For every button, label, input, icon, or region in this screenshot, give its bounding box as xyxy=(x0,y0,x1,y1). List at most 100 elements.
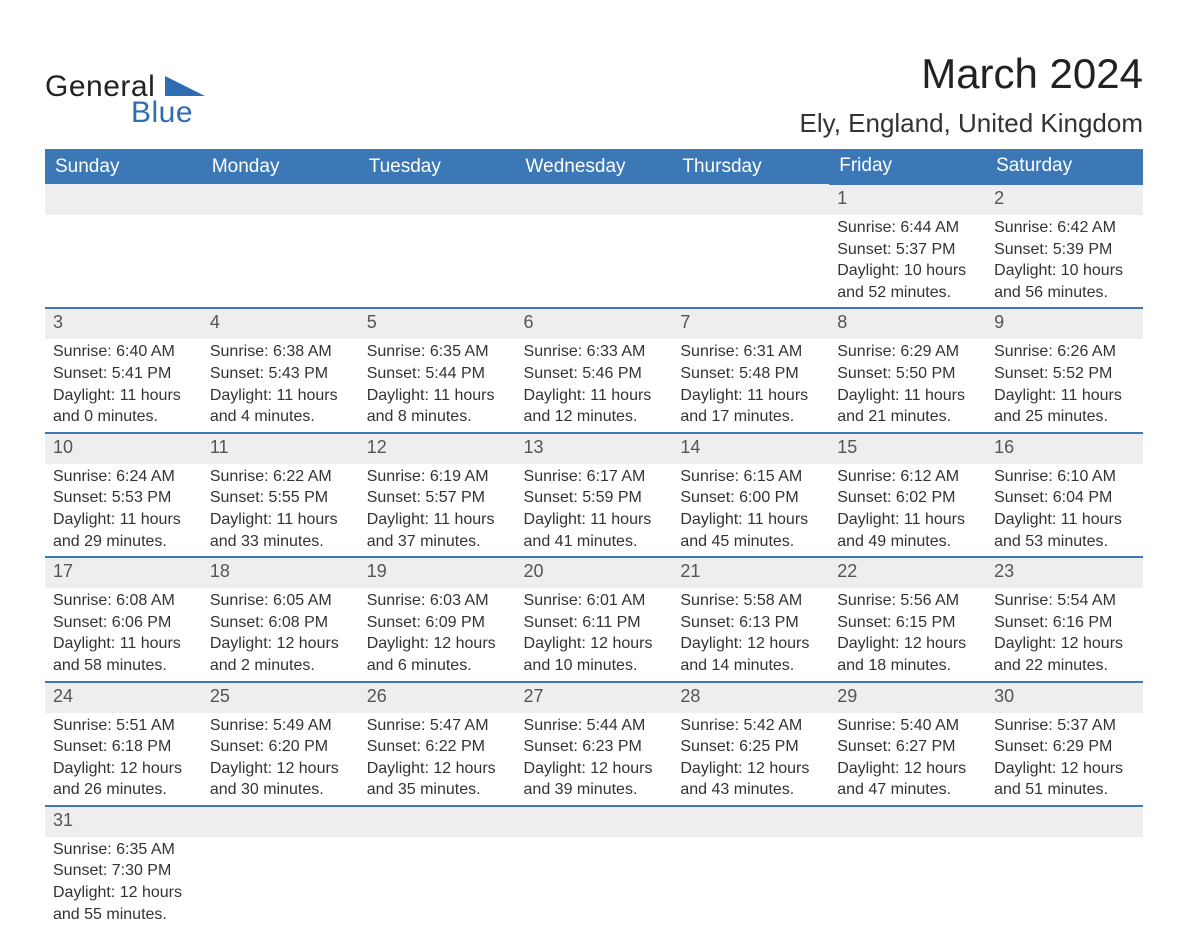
day-sunrise: Sunrise: 6:29 AM xyxy=(837,341,978,363)
day-day-b: and 4 minutes. xyxy=(210,406,351,428)
day-day-a: Daylight: 12 hours xyxy=(210,633,351,655)
day-detail-cell xyxy=(359,215,516,308)
brand-triangle-icon xyxy=(165,76,205,96)
day-sunrise: Sunrise: 6:03 AM xyxy=(367,590,508,612)
day-sunset: Sunset: 6:29 PM xyxy=(994,736,1135,758)
day-day-a: Daylight: 12 hours xyxy=(680,633,821,655)
day-detail-cell xyxy=(672,837,829,929)
day-day-b: and 56 minutes. xyxy=(994,282,1135,304)
day-day-a: Daylight: 11 hours xyxy=(367,385,508,407)
day-sunset: Sunset: 6:02 PM xyxy=(837,487,978,509)
day-day-b: and 30 minutes. xyxy=(210,779,351,801)
day-detail-cell xyxy=(986,837,1143,929)
day-day-a: Daylight: 12 hours xyxy=(53,882,194,904)
day-number-cell: 18 xyxy=(202,557,359,588)
day-sunset: Sunset: 7:30 PM xyxy=(53,860,194,882)
day-day-a: Daylight: 11 hours xyxy=(367,509,508,531)
weekday-header: Wednesday xyxy=(516,149,673,184)
day-sunset: Sunset: 5:57 PM xyxy=(367,487,508,509)
day-day-a: Daylight: 11 hours xyxy=(994,385,1135,407)
day-day-b: and 0 minutes. xyxy=(53,406,194,428)
day-number-cell xyxy=(202,806,359,837)
day-sunrise: Sunrise: 5:44 AM xyxy=(524,715,665,737)
day-sunrise: Sunrise: 5:47 AM xyxy=(367,715,508,737)
day-detail-cell: Sunrise: 5:58 AMSunset: 6:13 PMDaylight:… xyxy=(672,588,829,681)
day-detail-cell xyxy=(202,215,359,308)
day-number: 11 xyxy=(210,437,229,457)
day-sunrise: Sunrise: 6:08 AM xyxy=(53,590,194,612)
day-sunrise: Sunrise: 6:33 AM xyxy=(524,341,665,363)
day-number-cell: 25 xyxy=(202,682,359,713)
day-detail-cell: Sunrise: 5:37 AMSunset: 6:29 PMDaylight:… xyxy=(986,713,1143,806)
day-day-b: and 49 minutes. xyxy=(837,531,978,553)
day-number: 16 xyxy=(994,437,1014,457)
day-sunrise: Sunrise: 6:17 AM xyxy=(524,466,665,488)
day-day-b: and 35 minutes. xyxy=(367,779,508,801)
day-number-cell: 22 xyxy=(829,557,986,588)
day-sunset: Sunset: 6:06 PM xyxy=(53,612,194,634)
day-day-b: and 21 minutes. xyxy=(837,406,978,428)
day-sunset: Sunset: 5:59 PM xyxy=(524,487,665,509)
weekday-header: Tuesday xyxy=(359,149,516,184)
day-sunrise: Sunrise: 6:12 AM xyxy=(837,466,978,488)
day-number-cell: 29 xyxy=(829,682,986,713)
day-sunset: Sunset: 5:53 PM xyxy=(53,487,194,509)
day-number: 30 xyxy=(994,686,1014,706)
day-day-b: and 51 minutes. xyxy=(994,779,1135,801)
detail-row: Sunrise: 6:08 AMSunset: 6:06 PM Daylight:… xyxy=(45,588,1143,681)
day-number-cell xyxy=(359,184,516,215)
day-number-cell: 19 xyxy=(359,557,516,588)
day-sunset: Sunset: 6:18 PM xyxy=(53,736,194,758)
day-detail-cell: Sunrise: 5:44 AMSunset: 6:23 PMDaylight:… xyxy=(516,713,673,806)
day-number-cell: 3 xyxy=(45,308,202,339)
day-day-b: and 10 minutes. xyxy=(524,655,665,677)
day-day-b: and 45 minutes. xyxy=(680,531,821,553)
day-day-b: and 29 minutes. xyxy=(53,531,194,553)
day-number-cell: 12 xyxy=(359,433,516,464)
day-detail-cell xyxy=(45,215,202,308)
day-day-b: and 55 minutes. xyxy=(53,904,194,926)
day-number: 7 xyxy=(680,312,690,332)
header: General Blue March 2024 Ely, England, Un… xyxy=(45,50,1143,139)
day-sunset: Sunset: 5:44 PM xyxy=(367,363,508,385)
day-day-a: Daylight: 11 hours xyxy=(53,509,194,531)
day-number: 25 xyxy=(210,686,230,706)
day-day-b: and 2 minutes. xyxy=(210,655,351,677)
day-detail-cell: Sunrise: 6:19 AMSunset: 5:57 PMDaylight:… xyxy=(359,464,516,557)
day-day-b: and 33 minutes. xyxy=(210,531,351,553)
day-number: 5 xyxy=(367,312,377,332)
day-day-b: and 52 minutes. xyxy=(837,282,978,304)
day-number-cell: 23 xyxy=(986,557,1143,588)
day-day-a: Daylight: 11 hours xyxy=(680,385,821,407)
day-sunrise: Sunrise: 6:22 AM xyxy=(210,466,351,488)
day-sunset: Sunset: 6:11 PM xyxy=(524,612,665,634)
day-number-cell: 4 xyxy=(202,308,359,339)
page: General Blue March 2024 Ely, England, Un… xyxy=(0,0,1188,918)
day-number: 1 xyxy=(837,188,847,208)
day-sunrise: Sunrise: 5:51 AM xyxy=(53,715,194,737)
day-day-a: Daylight: 11 hours xyxy=(837,385,978,407)
day-number: 26 xyxy=(367,686,387,706)
detail-row: Sunrise: 6:40 AMSunset: 5:41 PMDaylight:… xyxy=(45,339,1143,432)
day-number-cell: 28 xyxy=(672,682,829,713)
day-day-b: and 53 minutes. xyxy=(994,531,1135,553)
day-number: 21 xyxy=(680,561,700,581)
day-sunrise: Sunrise: 6:24 AM xyxy=(53,466,194,488)
day-sunset: Sunset: 6:23 PM xyxy=(524,736,665,758)
day-sunset: Sunset: 5:39 PM xyxy=(994,239,1135,261)
day-sunset: Sunset: 6:16 PM xyxy=(994,612,1135,634)
day-number-cell xyxy=(672,184,829,215)
day-number-cell: 10 xyxy=(45,433,202,464)
day-number: 31 xyxy=(53,810,73,830)
day-number: 6 xyxy=(524,312,534,332)
day-sunrise: Sunrise: 6:19 AM xyxy=(367,466,508,488)
day-number-cell: 6 xyxy=(516,308,673,339)
day-number-cell: 24 xyxy=(45,682,202,713)
day-detail-cell: Sunrise: 6:35 AMSunset: 5:44 PMDaylight:… xyxy=(359,339,516,432)
day-sunrise: Sunrise: 6:40 AM xyxy=(53,341,194,363)
day-number-cell xyxy=(516,184,673,215)
day-number: 18 xyxy=(210,561,230,581)
day-sunrise: Sunrise: 6:35 AM xyxy=(367,341,508,363)
day-number-cell: 5 xyxy=(359,308,516,339)
day-detail-cell: Sunrise: 6:29 AMSunset: 5:50 PMDaylight:… xyxy=(829,339,986,432)
